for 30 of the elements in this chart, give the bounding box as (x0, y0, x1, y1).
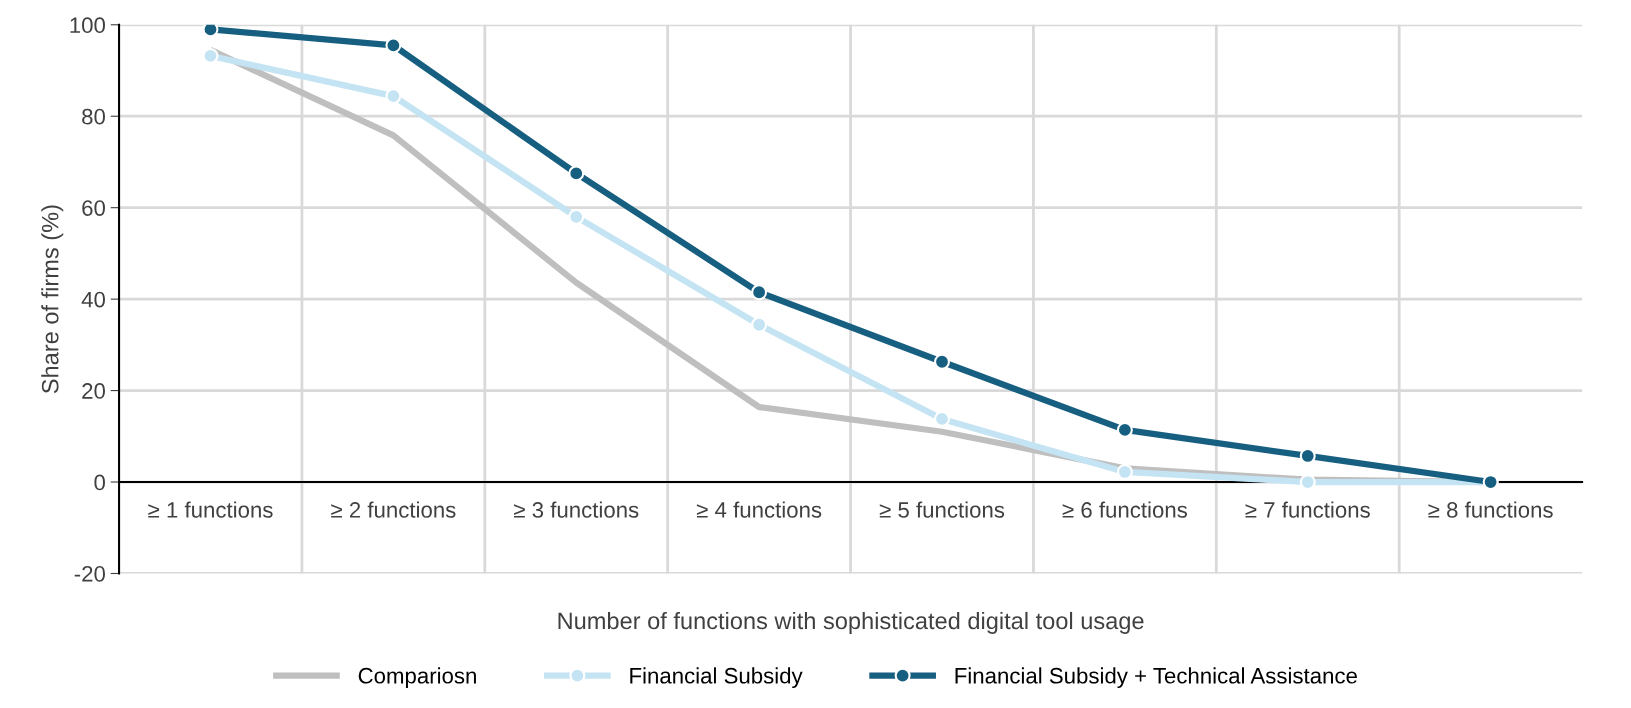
legend-label: Financial Subsidy + Technical Assistance (955, 667, 1357, 688)
legend-label: Compariosn (358, 667, 476, 688)
point (202, 24, 219, 38)
x-tick-label: ≥ 4 functions (696, 501, 822, 518)
x-tick-label: ≥ 7 functions (1245, 501, 1370, 518)
point (751, 284, 768, 301)
y-tick-label: 20 (82, 383, 105, 399)
point (385, 88, 402, 105)
point (568, 208, 585, 225)
x-tick-label: ≥ 8 functions (1428, 501, 1553, 518)
y-tick-label: 80 (82, 108, 105, 125)
x-tick-label: ≥ 5 functions (879, 501, 1005, 518)
x-tick-label: ≥ 3 functions (514, 501, 639, 518)
x-tick-label: ≥ 2 functions (331, 501, 456, 518)
y-tick-label: -20 (74, 566, 105, 582)
point (934, 353, 950, 370)
legend-label: Financial Subsidy (630, 667, 803, 688)
y-tick-label: 40 (81, 291, 105, 308)
point (1116, 463, 1133, 480)
x-tick-label: ≥ 1 functions (148, 501, 273, 518)
y-tick-label: 60 (82, 200, 105, 216)
point (202, 47, 219, 64)
point (385, 37, 402, 54)
point (568, 165, 585, 182)
x-tick-label: ≥ 6 functions (1062, 501, 1187, 518)
y-axis-title: Share of firms (%) (41, 205, 64, 394)
y-tick-label: 100 (70, 17, 105, 34)
x-axis-title: Number of functions with sophisticated digital tool usage (558, 611, 1144, 634)
y-tick-label: 0 (94, 474, 105, 491)
point (751, 316, 768, 333)
